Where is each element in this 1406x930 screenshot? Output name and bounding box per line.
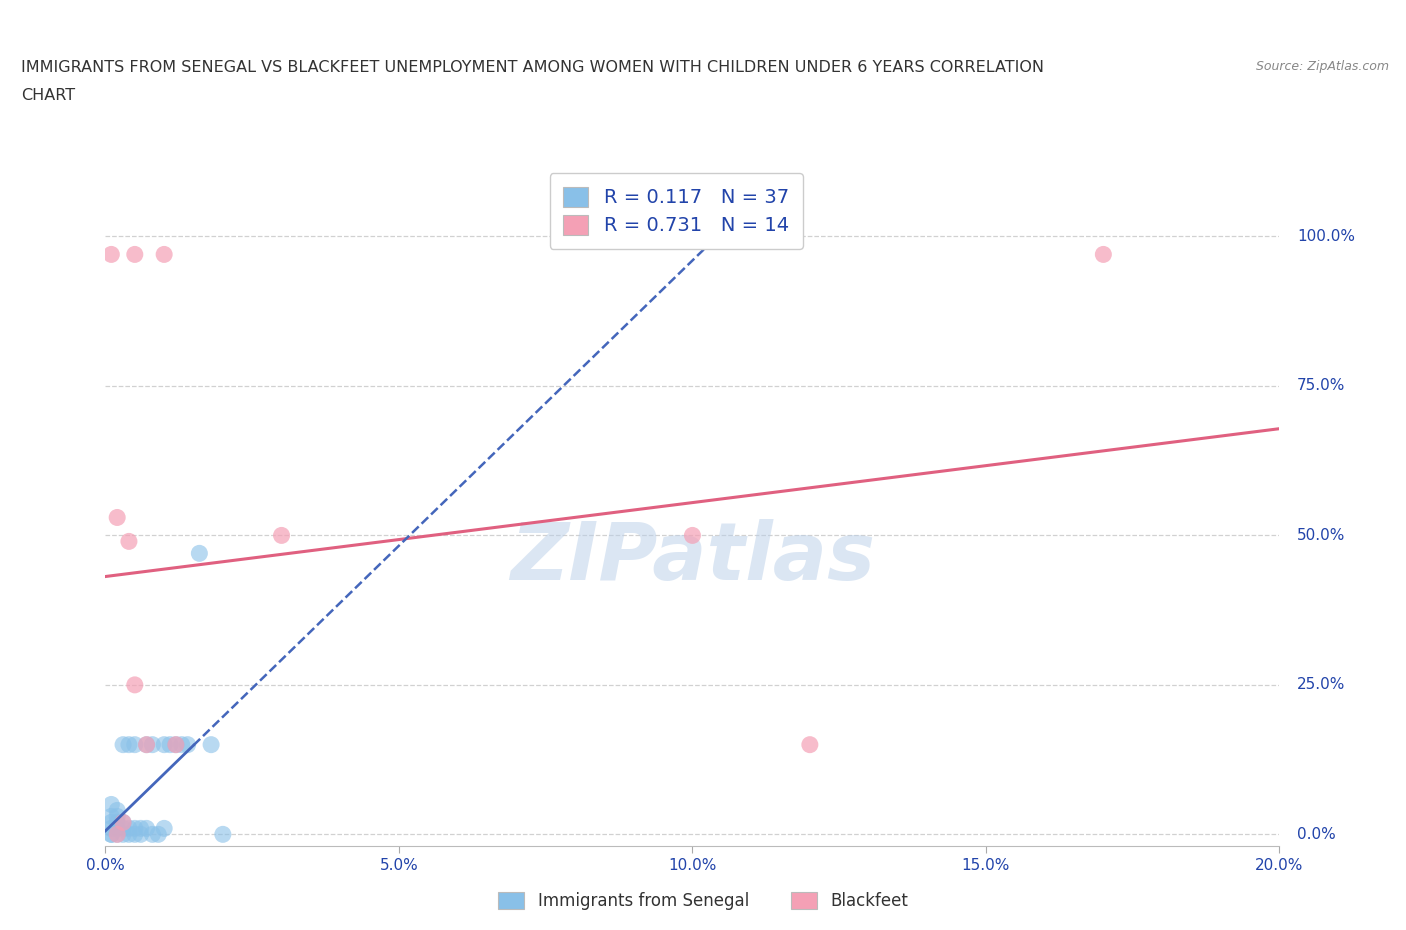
Point: [124, 247, 146, 262]
Point: [153, 737, 176, 752]
Text: 25.0%: 25.0%: [1298, 677, 1346, 692]
Point: [112, 815, 135, 830]
Point: [112, 815, 135, 830]
Point: [135, 737, 157, 752]
Text: 100.0%: 100.0%: [1298, 229, 1355, 244]
Point: [141, 737, 163, 752]
Point: [135, 821, 157, 836]
Point: [100, 815, 122, 830]
Point: [105, 827, 128, 842]
Point: [105, 803, 128, 817]
Point: [105, 821, 128, 836]
Text: 75.0%: 75.0%: [1298, 379, 1346, 393]
Text: CHART: CHART: [21, 88, 75, 103]
Point: [159, 737, 181, 752]
Point: [799, 737, 821, 752]
Point: [129, 827, 152, 842]
Point: [176, 737, 198, 752]
Point: [100, 821, 122, 836]
Point: [124, 677, 146, 692]
Point: [135, 737, 157, 752]
Point: [170, 737, 193, 752]
Point: [100, 809, 122, 824]
Text: ZIPatlas: ZIPatlas: [510, 519, 875, 597]
Point: [165, 737, 187, 752]
Point: [165, 737, 187, 752]
Point: [112, 821, 135, 836]
Point: [211, 827, 233, 842]
Point: [105, 827, 128, 842]
Point: [682, 528, 704, 543]
Point: [105, 510, 128, 525]
Point: [105, 809, 128, 824]
Point: [100, 827, 122, 842]
Point: [124, 737, 146, 752]
Legend: R = 0.117   N = 37, R = 0.731   N = 14: R = 0.117 N = 37, R = 0.731 N = 14: [550, 173, 803, 249]
Point: [124, 821, 146, 836]
Point: [100, 797, 122, 812]
Point: [105, 815, 128, 830]
Point: [153, 821, 176, 836]
Point: [188, 546, 211, 561]
Point: [270, 528, 292, 543]
Point: [118, 827, 141, 842]
Point: [100, 247, 122, 262]
Point: [112, 827, 135, 842]
Point: [118, 737, 141, 752]
Text: IMMIGRANTS FROM SENEGAL VS BLACKFEET UNEMPLOYMENT AMONG WOMEN WITH CHILDREN UNDE: IMMIGRANTS FROM SENEGAL VS BLACKFEET UNE…: [21, 60, 1045, 75]
Point: [141, 827, 163, 842]
Text: 0.0%: 0.0%: [1298, 827, 1336, 842]
Point: [118, 534, 141, 549]
Point: [148, 827, 170, 842]
Text: 50.0%: 50.0%: [1298, 528, 1346, 543]
Point: [100, 827, 122, 842]
Point: [124, 827, 146, 842]
Legend: Immigrants from Senegal, Blackfeet: Immigrants from Senegal, Blackfeet: [491, 885, 915, 917]
Point: [112, 737, 135, 752]
Point: [129, 821, 152, 836]
Point: [153, 247, 176, 262]
Point: [1092, 247, 1115, 262]
Point: [200, 737, 222, 752]
Text: Source: ZipAtlas.com: Source: ZipAtlas.com: [1256, 60, 1389, 73]
Point: [118, 821, 141, 836]
